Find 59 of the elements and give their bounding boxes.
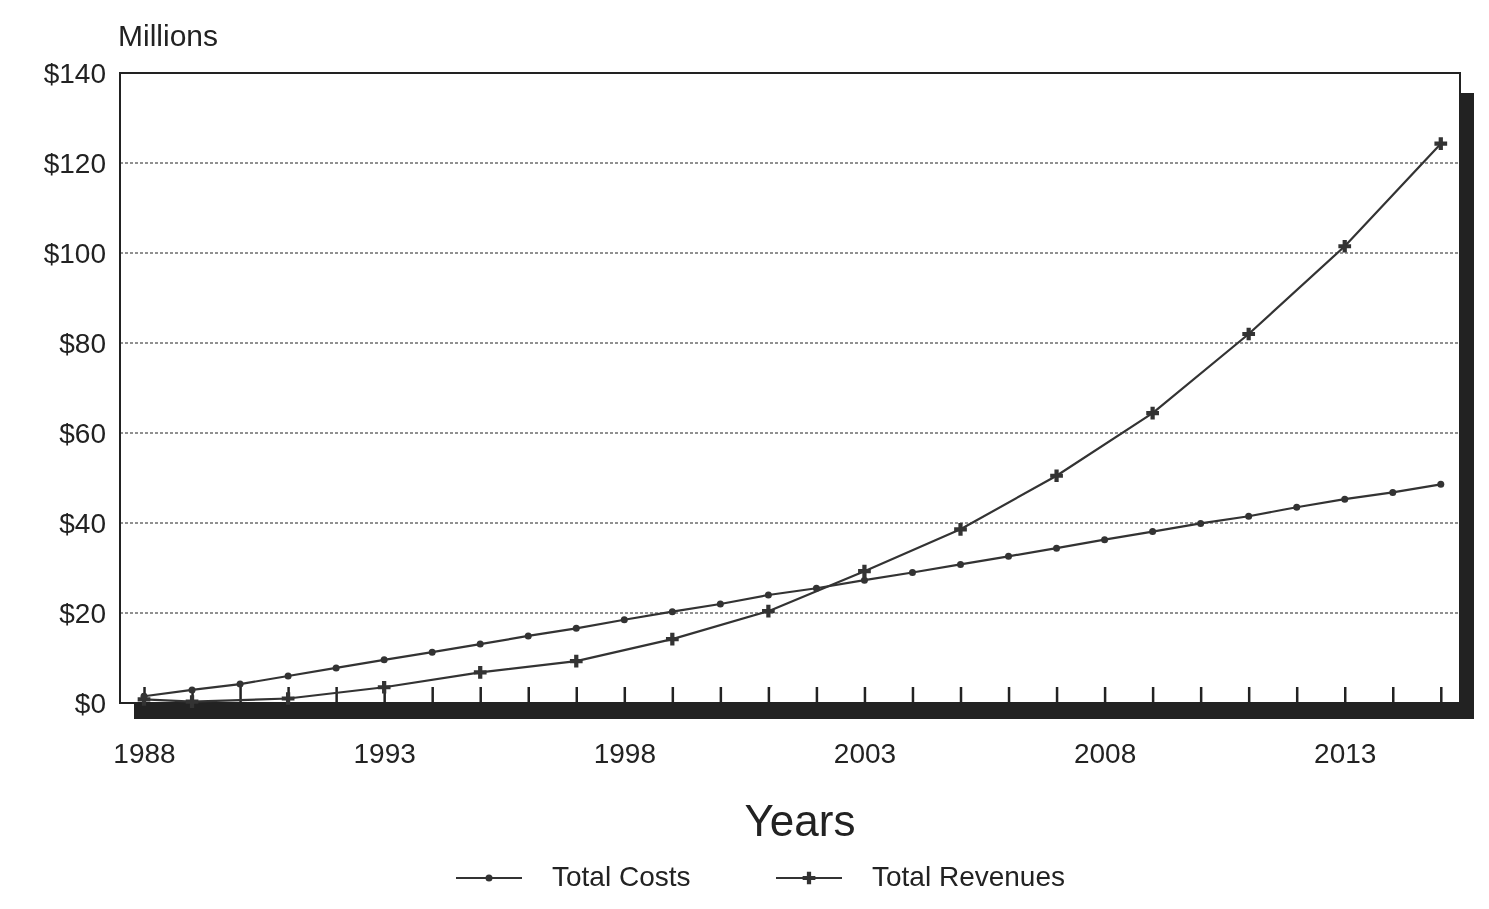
point — [332, 664, 340, 672]
point — [1050, 469, 1063, 483]
point — [1434, 137, 1448, 151]
point — [377, 680, 391, 694]
point — [476, 640, 484, 648]
point — [957, 560, 964, 568]
x-axis-title: Years — [744, 796, 856, 845]
legend-label: Total Revenues — [872, 861, 1066, 892]
point — [1101, 536, 1109, 544]
y-tick-label: $100 — [43, 238, 106, 269]
x-tick-label: 2008 — [1073, 737, 1137, 769]
point — [716, 600, 724, 608]
point — [1005, 552, 1013, 560]
point — [473, 666, 487, 679]
point — [620, 616, 628, 624]
y-tick-label: $140 — [43, 58, 106, 89]
y-tick-label: $120 — [43, 148, 106, 179]
point — [954, 522, 967, 536]
point — [1053, 544, 1061, 552]
point — [1197, 519, 1205, 527]
point — [1341, 495, 1349, 503]
point — [858, 564, 871, 578]
point — [1149, 528, 1157, 536]
x-tick-label: 2013 — [1314, 737, 1377, 769]
point — [281, 692, 295, 705]
point — [665, 632, 679, 646]
x-tick-label: 1993 — [353, 737, 416, 769]
point — [812, 584, 820, 592]
point — [569, 654, 583, 668]
point — [908, 569, 916, 576]
legend-label: Total Costs — [552, 861, 691, 892]
point — [1338, 239, 1352, 253]
point — [762, 604, 775, 618]
point — [428, 648, 436, 656]
point — [764, 591, 772, 599]
point — [1293, 503, 1301, 511]
y-tick-label: $80 — [59, 328, 106, 359]
point — [860, 576, 868, 584]
y-tick-label: $20 — [59, 598, 106, 629]
point — [236, 680, 244, 688]
y-axis-title: Millions — [118, 19, 219, 52]
point — [1437, 480, 1445, 488]
x-tick-label: 1988 — [113, 737, 176, 769]
point — [380, 656, 388, 664]
point — [284, 672, 292, 680]
point — [1245, 512, 1253, 520]
point — [572, 624, 580, 632]
point — [188, 686, 196, 694]
point — [1389, 488, 1397, 496]
y-tick-label: $60 — [59, 418, 106, 449]
x-tick-label: 2003 — [833, 737, 897, 769]
y-tick-label: $40 — [59, 508, 106, 539]
y-tick-label: $0 — [74, 688, 106, 719]
point — [1146, 406, 1159, 420]
point — [1242, 327, 1256, 341]
point — [185, 695, 199, 709]
point — [524, 632, 532, 640]
point — [668, 608, 676, 616]
x-tick-label: 1998 — [593, 737, 656, 769]
